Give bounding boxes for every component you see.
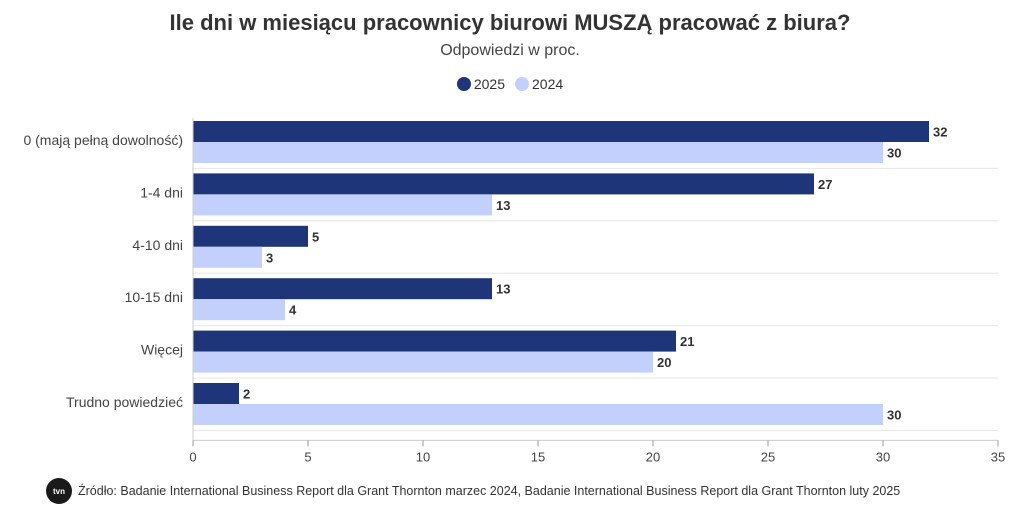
data-label-2025: 27 xyxy=(818,177,832,192)
data-label-2025: 2 xyxy=(243,387,250,402)
category-label: 4-10 dni xyxy=(132,237,183,253)
tvn-logo: tvn xyxy=(46,478,72,504)
data-label-2024: 4 xyxy=(289,303,297,318)
data-label-2024: 20 xyxy=(657,355,671,370)
bar-2024 xyxy=(193,246,262,268)
chart-subtitle: Odpowiedzi w proc. xyxy=(440,42,580,59)
data-label-2025: 13 xyxy=(496,282,510,297)
legend-swatch-2025 xyxy=(456,77,471,91)
category-label: Więcej xyxy=(141,342,183,358)
data-label-2025: 21 xyxy=(680,334,694,349)
bar-2025 xyxy=(193,278,492,300)
bar-2025 xyxy=(193,173,814,195)
bar-2024 xyxy=(193,299,285,321)
source-note: tvn Źródło: Badanie International Busine… xyxy=(46,478,1006,504)
legend: 2025 2024 xyxy=(0,76,1020,92)
data-label-2024: 30 xyxy=(887,408,901,423)
bar-2025 xyxy=(193,330,676,352)
data-label-2025: 32 xyxy=(933,125,947,140)
x-tick-label: 25 xyxy=(761,449,775,464)
x-tick-label: 20 xyxy=(646,449,660,464)
category-label: 0 (mają pełną dowolność) xyxy=(23,132,183,148)
bar-2024 xyxy=(193,142,883,163)
x-tick-label: 0 xyxy=(189,449,196,464)
category-label: 10-15 dni xyxy=(125,289,183,305)
source-text: Źródło: Badanie International Business R… xyxy=(78,484,901,498)
x-tick-label: 10 xyxy=(416,449,430,464)
x-tick-label: 5 xyxy=(304,449,311,464)
category-label: 1-4 dni xyxy=(140,184,183,200)
legend-item-2025[interactable]: 2025 xyxy=(456,76,505,92)
data-label-2024: 30 xyxy=(887,146,901,161)
bar-2024 xyxy=(193,194,492,216)
data-label-2024: 13 xyxy=(496,198,510,213)
x-tick-label: 15 xyxy=(531,449,545,464)
x-tick-label: 35 xyxy=(991,449,1005,464)
bar-2025 xyxy=(193,225,308,247)
legend-label-2024: 2024 xyxy=(532,76,564,92)
category-label: Trudno powiedzieć xyxy=(66,394,183,410)
bar-2025 xyxy=(193,121,929,142)
bar-2024 xyxy=(193,404,883,425)
legend-label-2025: 2025 xyxy=(473,76,505,92)
chart-title: Ile dni w miesiącu pracownicy biurowi MU… xyxy=(169,10,851,35)
data-label-2024: 3 xyxy=(266,250,273,265)
data-label-2025: 5 xyxy=(312,229,319,244)
x-tick-label: 30 xyxy=(876,449,890,464)
bar-2024 xyxy=(193,351,653,373)
legend-swatch-2024 xyxy=(515,77,529,91)
legend-item-2024[interactable]: 2024 xyxy=(515,76,563,92)
bar-2025 xyxy=(193,383,239,404)
